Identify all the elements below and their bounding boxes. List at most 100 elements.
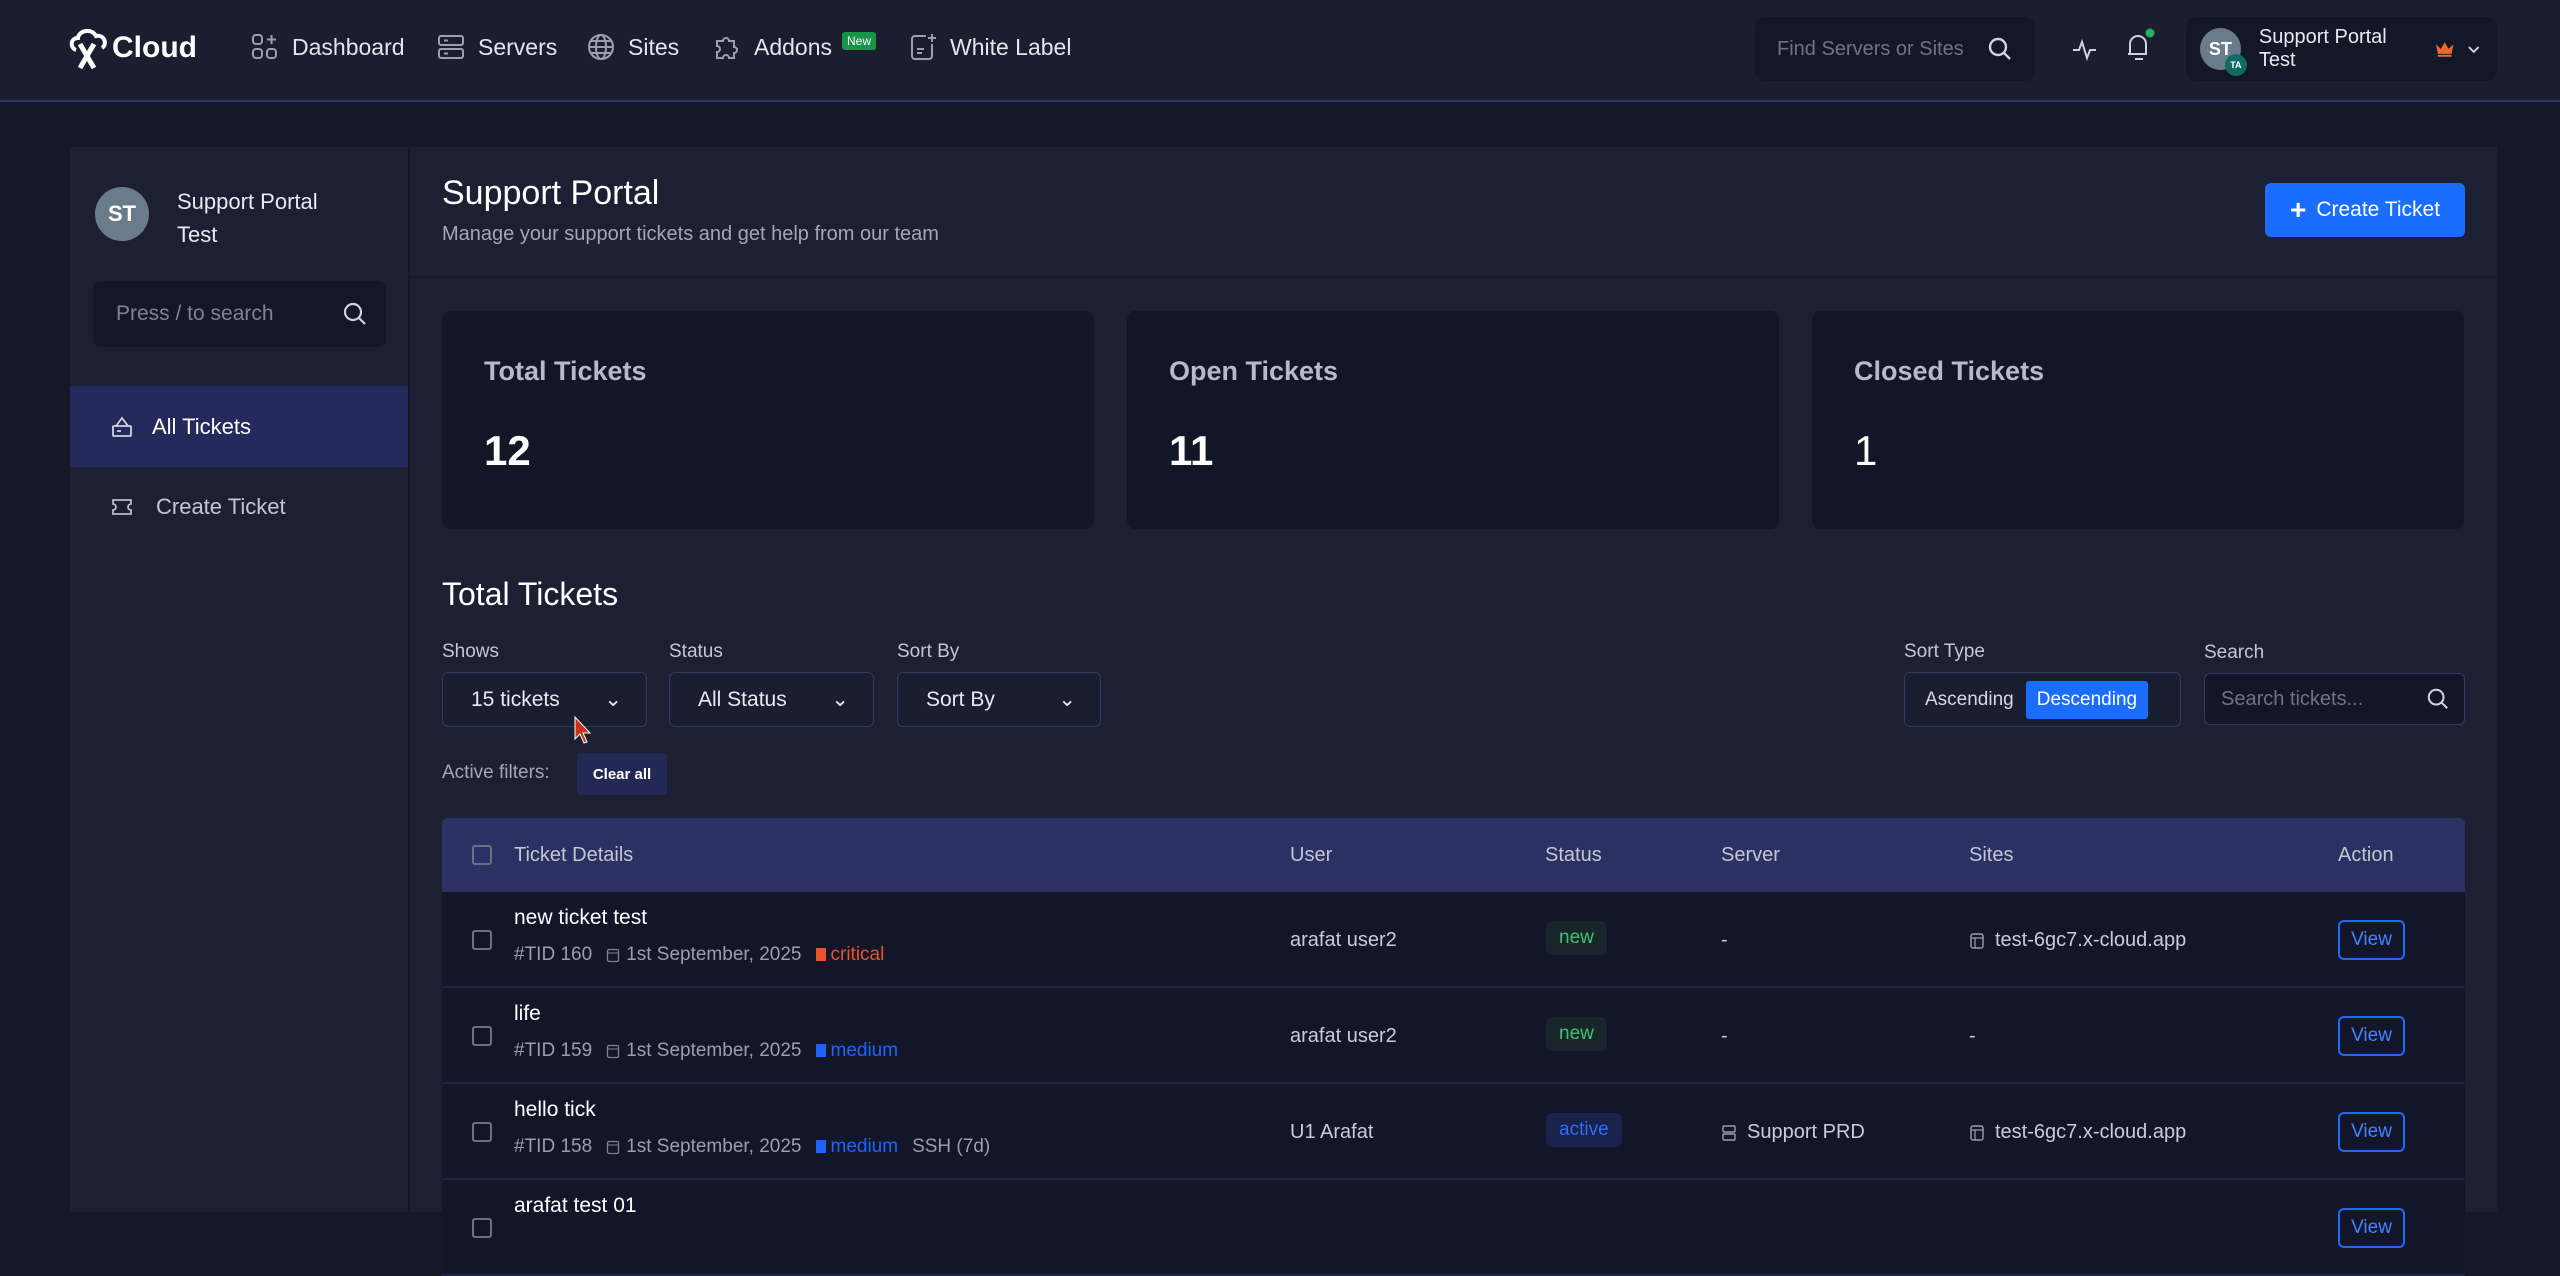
select-all-checkbox[interactable]: [472, 845, 492, 865]
view-button[interactable]: View: [2338, 1016, 2405, 1056]
nav-addons[interactable]: Addons: [712, 32, 832, 62]
globe-icon: [588, 34, 614, 60]
header-sites: Sites: [1969, 844, 2014, 866]
header-server: Server: [1721, 844, 1780, 866]
nav-label: Servers: [478, 33, 558, 60]
clear-all-button[interactable]: Clear all: [577, 753, 667, 795]
search-icon: [1988, 37, 2011, 60]
sidebar-search-input[interactable]: Press / to search: [93, 281, 386, 347]
profile-menu[interactable]: ST TA Support Portal Test: [2186, 17, 2497, 81]
ticket-date: 1st September, 2025: [626, 1040, 802, 1061]
mouse-cursor-icon: [574, 715, 592, 744]
crown-icon: [2436, 42, 2454, 57]
shows-select[interactable]: 15 tickets ⌄: [442, 672, 647, 727]
avatar: ST TA: [2200, 28, 2247, 76]
table-row[interactable]: hello tick #TID 158 1st September, 2025 med…: [442, 1084, 2465, 1180]
page-subtitle: Manage your support tickets and get help…: [442, 223, 939, 245]
avatar-initials: ST: [2208, 38, 2232, 59]
ticket-user: arafat user2: [1290, 1025, 1397, 1047]
view-button[interactable]: View: [2338, 920, 2405, 960]
search-icon: [343, 302, 366, 325]
logo[interactable]: Cloud: [68, 26, 197, 70]
sortby-select[interactable]: Sort By ⌄: [897, 672, 1101, 727]
nav-servers[interactable]: Servers: [436, 32, 557, 62]
sidebar-user-name: Support Portal Test: [177, 189, 318, 247]
activity-icon[interactable]: [2070, 35, 2100, 65]
nav-label: Dashboard: [292, 33, 405, 60]
ticket-site: test-6gc7.x-cloud.app: [1995, 1121, 2187, 1143]
chevron-down-icon: ⌄: [1058, 688, 1076, 711]
view-button[interactable]: View: [2338, 1112, 2405, 1152]
header-user: User: [1290, 844, 1333, 866]
stat-label: Total Tickets: [484, 356, 647, 386]
dashboard-icon: [252, 34, 277, 59]
ticket-id: #TID 160: [514, 944, 593, 965]
nav-sites[interactable]: Sites: [586, 32, 679, 62]
row-checkbox[interactable]: [472, 1122, 492, 1142]
select-value: 15 tickets: [471, 687, 560, 711]
ticket-server: -: [1721, 929, 1728, 951]
ticket-title[interactable]: arafat test 01: [514, 1194, 637, 1217]
table-row[interactable]: arafat test 01 View: [442, 1180, 2465, 1276]
stat-value: 12: [484, 427, 531, 474]
nav-white-label[interactable]: White Label: [908, 32, 1071, 62]
team-avatar: TA: [2224, 54, 2247, 76]
stat-card-open: Open Tickets 11: [1127, 311, 1779, 529]
tickets-icon: [112, 416, 132, 437]
status-label: Status: [669, 641, 723, 662]
calendar-icon: [607, 1044, 620, 1059]
status-select[interactable]: All Status ⌄: [669, 672, 874, 727]
status-badge: new: [1546, 921, 1607, 955]
ticket-date: 1st September, 2025: [626, 1136, 802, 1157]
server-icon: [438, 35, 464, 59]
page-header: [410, 147, 2497, 278]
calendar-icon: [607, 948, 620, 963]
chevron-down-icon: ⌄: [604, 688, 622, 711]
sidebar-search-placeholder: Press / to search: [116, 302, 274, 325]
ticket-title[interactable]: new ticket test: [514, 906, 648, 929]
ticket-site: -: [1969, 1025, 1976, 1047]
view-button[interactable]: View: [2338, 1208, 2405, 1248]
sorttype-label: Sort Type: [1904, 641, 1985, 662]
priority-label: medium: [816, 1136, 899, 1158]
ticket-title[interactable]: hello tick: [514, 1098, 596, 1121]
table-row[interactable]: life #TID 159 1st September, 2025 medium ara…: [442, 988, 2465, 1084]
shows-label: Shows: [442, 641, 500, 662]
profile-name: Support Portal Test: [2258, 26, 2387, 71]
global-search-input[interactable]: Find Servers or Sites: [1755, 17, 2035, 81]
bell-icon[interactable]: [2123, 28, 2155, 64]
section-title: Total Tickets: [442, 576, 619, 612]
header-status: Status: [1545, 844, 1602, 866]
row-checkbox[interactable]: [472, 930, 492, 950]
create-ticket-button[interactable]: + Create Ticket: [2265, 183, 2465, 237]
nav-dashboard[interactable]: Dashboard: [250, 32, 405, 62]
sidebar-item-create-ticket[interactable]: Create Ticket: [70, 467, 408, 547]
sortby-label: Sort By: [897, 641, 960, 662]
row-checkbox[interactable]: [472, 1026, 492, 1046]
ticket-server: Support PRD: [1747, 1121, 1865, 1143]
ticket-meta: #TID 160 1st September, 2025 critical: [514, 944, 884, 966]
select-value: All Status: [698, 687, 787, 711]
row-checkbox[interactable]: [472, 1218, 492, 1238]
site-icon: [1970, 932, 1984, 949]
chevron-down-icon: [2468, 46, 2480, 54]
select-value: Sort By: [926, 687, 995, 711]
descending-option[interactable]: Descending: [2025, 680, 2149, 719]
ascending-option[interactable]: Ascending: [1925, 688, 2014, 710]
header-action: Action: [2338, 844, 2394, 866]
table-header: Ticket Details User Status Server Sites …: [442, 818, 2465, 892]
ticket-server: -: [1721, 1025, 1728, 1047]
table-row[interactable]: new ticket test #TID 160 1st September, 20…: [442, 892, 2465, 988]
active-filters-label: Active filters:: [442, 762, 550, 783]
ticket-id: #TID 159: [514, 1040, 593, 1061]
nav-label: Sites: [628, 33, 680, 60]
sidebar-avatar: ST: [95, 187, 149, 241]
whitelabel-icon: [911, 34, 936, 60]
ticket-title[interactable]: life: [514, 1002, 541, 1025]
sidebar-item-all-tickets[interactable]: All Tickets: [70, 386, 408, 467]
stat-value: 1: [1854, 427, 1878, 474]
nav-label: Addons: [754, 33, 833, 60]
ticket-date: 1st September, 2025: [626, 944, 802, 965]
cloud-logo-icon: [69, 29, 107, 70]
ticket-search-input[interactable]: Search tickets...: [2204, 673, 2465, 725]
